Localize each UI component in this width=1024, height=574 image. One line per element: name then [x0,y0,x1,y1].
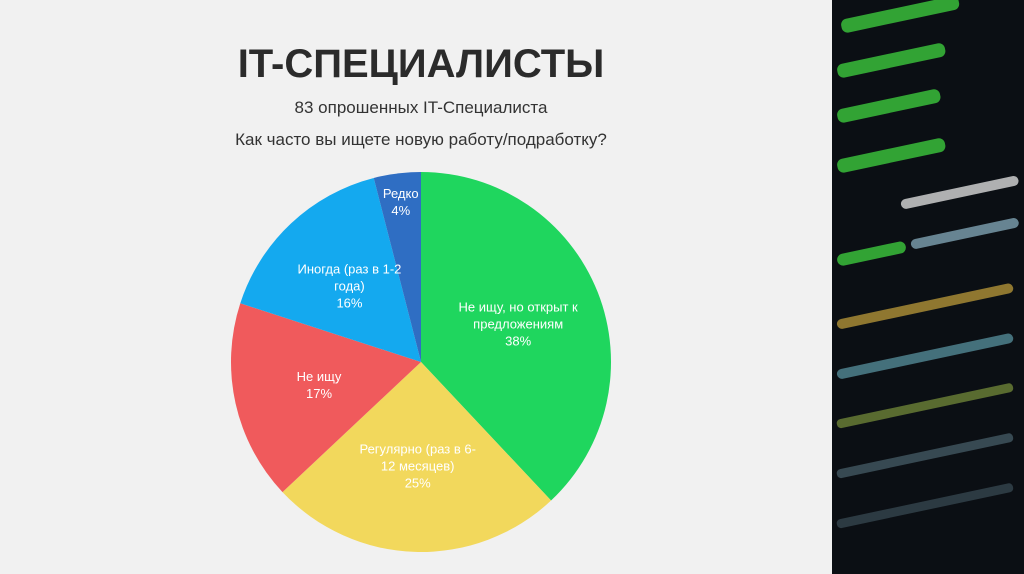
title: IT-СПЕЦИАЛИСТЫ [237,42,605,86]
slice-category: Не ищу [296,368,342,384]
pie-slice [373,172,421,362]
slice-value: 16% [336,295,363,311]
slice-value: 17% [306,385,333,401]
slice-category: Регулярно (раз в 6-12 месяцев) [359,441,476,474]
pie-slice [240,177,421,362]
pie-slice [282,362,552,552]
slice-category: Не ищу, но открыт к предложениям [458,299,578,332]
slice-value: 4% [391,202,411,218]
pie-slice [421,172,611,501]
slice-label: Регулярно (раз в 6-12 месяцев) 25% [356,441,480,492]
slice-label: Не ищу 17% [257,368,381,402]
slice-value: 25% [404,475,431,491]
slice-label: Редко 4% [371,185,431,219]
slice-category: Редко [382,185,419,201]
slice-value: 38% [505,333,532,349]
question: Как часто вы ищете новую работу/подработ… [235,130,607,149]
pie-slice [231,303,421,493]
slice-label: Не ищу, но открыт к предложениям 38% [456,298,580,349]
subtitle: 83 опрошенных IT-Специалиста [294,98,548,117]
slice-label: Иногда (раз в 1-2 года) 16% [287,260,411,311]
slice-category: Иногда (раз в 1-2 года) [297,261,402,294]
code-photo [832,0,1024,574]
